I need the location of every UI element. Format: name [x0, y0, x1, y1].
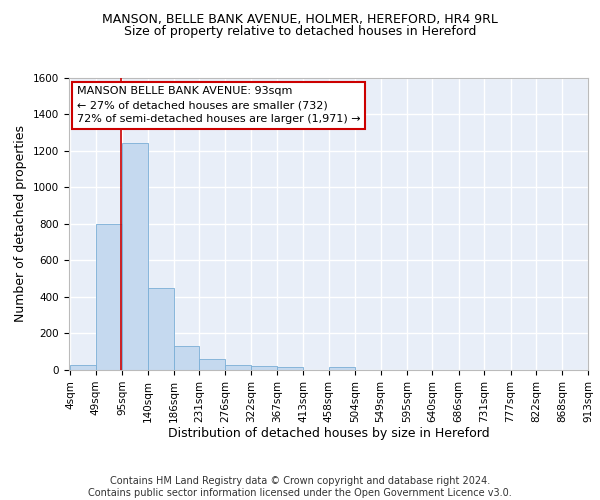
- Bar: [70, 366, 96, 370]
- Bar: [251, 366, 277, 370]
- Text: Contains HM Land Registry data © Crown copyright and database right 2024.
Contai: Contains HM Land Registry data © Crown c…: [88, 476, 512, 498]
- Text: MANSON, BELLE BANK AVENUE, HOLMER, HEREFORD, HR4 9RL: MANSON, BELLE BANK AVENUE, HOLMER, HEREF…: [102, 12, 498, 26]
- Bar: [148, 288, 174, 370]
- Bar: [122, 144, 148, 370]
- Bar: [329, 368, 355, 370]
- Y-axis label: Number of detached properties: Number of detached properties: [14, 125, 28, 322]
- Bar: [277, 368, 303, 370]
- Text: MANSON BELLE BANK AVENUE: 93sqm
← 27% of detached houses are smaller (732)
72% o: MANSON BELLE BANK AVENUE: 93sqm ← 27% of…: [77, 86, 361, 124]
- Bar: [174, 346, 199, 370]
- Bar: [199, 359, 225, 370]
- X-axis label: Distribution of detached houses by size in Hereford: Distribution of detached houses by size …: [167, 428, 490, 440]
- Bar: [96, 224, 122, 370]
- Text: Size of property relative to detached houses in Hereford: Size of property relative to detached ho…: [124, 25, 476, 38]
- Bar: [225, 366, 251, 370]
